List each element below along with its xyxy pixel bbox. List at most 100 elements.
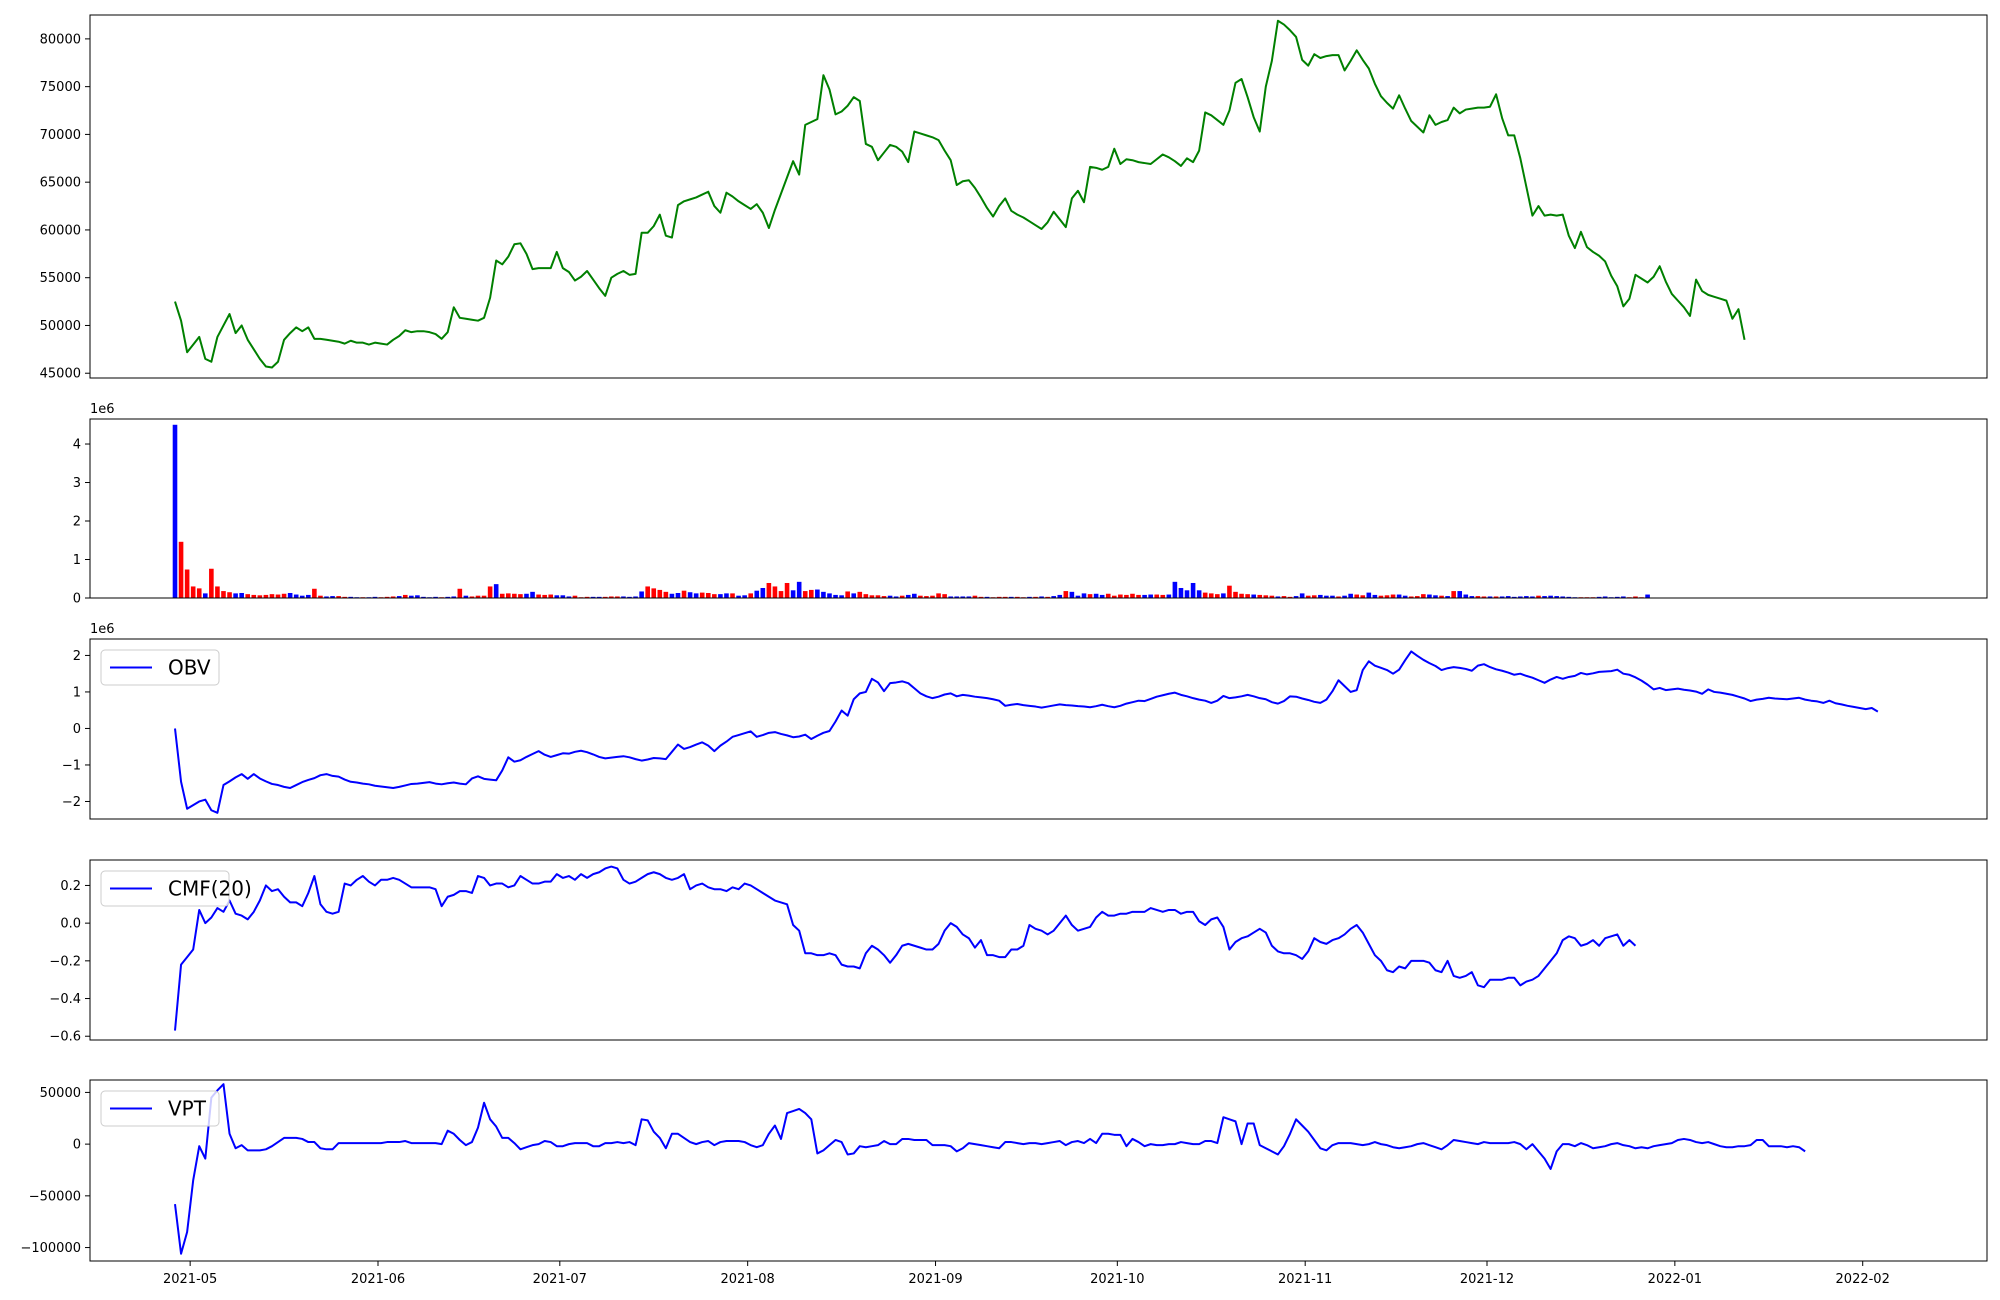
volume-bar: [1081, 593, 1087, 598]
vpt-ytick-label: −50000: [29, 1189, 81, 1204]
volume-bar: [530, 591, 535, 598]
x-tick-label: 2021-07: [533, 1272, 587, 1287]
volume-bar: [1524, 596, 1529, 598]
volume-bar: [312, 588, 317, 598]
volume-bar: [724, 593, 729, 598]
volume-bar: [881, 596, 887, 598]
volume-bar: [172, 424, 178, 598]
volume-bar: [663, 591, 669, 598]
cmf-legend: CMF(20): [100, 870, 252, 907]
volume-bar: [469, 596, 475, 598]
volume-bar: [1112, 595, 1117, 598]
volume-bar: [736, 595, 741, 598]
volume-bar: [1536, 595, 1541, 598]
volume-bar: [281, 593, 287, 598]
volume-bar: [1099, 594, 1105, 598]
volume-bar: [621, 596, 626, 598]
volume-bar: [833, 594, 838, 598]
volume-bar: [433, 596, 438, 598]
volume-bar: [1033, 596, 1038, 598]
volume-bar: [396, 596, 402, 598]
price-panel: 45000 50000 55000 60000 65000 70000 75000 80000: [40, 14, 1988, 382]
volume-offset-label: 1e6: [90, 402, 115, 417]
cmf-legend-box: [100, 870, 230, 907]
volume-bar: [536, 594, 541, 598]
volume-bar: [693, 593, 699, 598]
volume-bar: [1015, 596, 1020, 598]
volume-bar: [627, 596, 632, 598]
volume-bar: [475, 595, 481, 598]
volume-bar: [1208, 593, 1214, 598]
volume-bar: [1384, 595, 1390, 598]
volume-bar: [463, 595, 469, 598]
volume-bar: [1051, 596, 1056, 598]
volume-bar: [827, 593, 832, 598]
volume-bar: [1130, 593, 1135, 598]
volume-bar: [796, 581, 802, 598]
volume-bar: [1178, 587, 1184, 598]
volume-bar: [1293, 596, 1299, 598]
cmf-ytick-label: −0.6: [49, 1030, 81, 1045]
volume-bar: [1530, 596, 1535, 598]
volume-bar: [984, 596, 990, 598]
volume-bar: [1166, 594, 1172, 598]
volume-bar: [1257, 594, 1263, 598]
obv-legend: OBV: [100, 649, 220, 686]
volume-bar: [524, 593, 529, 598]
obv-legend-box: [100, 649, 220, 686]
volume-bar: [590, 596, 596, 598]
volume-bar: [390, 596, 396, 598]
price-axes-frame: [89, 14, 1988, 379]
x-tick-label: 2021-08: [721, 1272, 775, 1287]
volume-bar: [778, 591, 784, 598]
volume-bar: [905, 594, 911, 598]
volume-bar: [1002, 596, 1008, 598]
volume-bar: [384, 596, 390, 598]
volume-bar: [257, 595, 263, 598]
volume-bar: [1566, 596, 1572, 598]
volume-bar: [1348, 593, 1353, 598]
obv-ytick-label: −2: [62, 795, 81, 810]
volume-bar: [409, 595, 414, 598]
volume-bar: [869, 595, 875, 598]
volume-bar: [839, 595, 844, 598]
volume-bar: [851, 593, 857, 598]
volume-bar: [566, 596, 572, 598]
volume-bar: [1063, 591, 1069, 598]
volume-bar: [306, 594, 311, 598]
volume-bar: [1057, 594, 1063, 598]
volume-bar: [699, 592, 705, 598]
volume-bar: [942, 594, 947, 598]
volume-bar: [1142, 594, 1147, 598]
volume-bar: [1324, 595, 1329, 598]
volume-bar: [1008, 596, 1014, 598]
x-tick-label: 2021-09: [908, 1272, 962, 1287]
volume-bar: [1154, 594, 1160, 598]
volume-bar: [1554, 596, 1559, 598]
volume-bar: [506, 593, 511, 598]
volume-bar: [584, 596, 590, 598]
cmf-panel: −0.6 −0.4 −0.2 0.0 0.2 CMF(20): [49, 859, 1988, 1045]
volume-bar: [1354, 594, 1359, 598]
volume-bar: [639, 591, 644, 598]
volume-bar: [718, 594, 723, 598]
volume-bar: [560, 595, 566, 598]
volume-bar: [1602, 596, 1608, 598]
vpt-ytick-label: 50000: [40, 1086, 81, 1101]
volume-bar: [609, 596, 614, 598]
volume-bar: [972, 595, 978, 598]
volume-bar: [554, 595, 560, 598]
volume-bar: [1275, 596, 1281, 598]
price-ytick-label: 60000: [40, 223, 81, 238]
volume-bar: [233, 593, 238, 598]
x-tick-label: 2021-10: [1090, 1272, 1144, 1287]
volume-bar: [178, 541, 184, 598]
vpt-legend: VPT: [100, 1090, 220, 1127]
volume-bar: [1469, 596, 1475, 598]
volume-panel: 0 1 2 3 4 1e6: [73, 402, 1988, 607]
vpt-ytick-label: −100000: [20, 1241, 81, 1256]
volume-bar: [1560, 596, 1566, 598]
volume-bar: [657, 589, 663, 598]
volume-bar: [1621, 596, 1626, 598]
